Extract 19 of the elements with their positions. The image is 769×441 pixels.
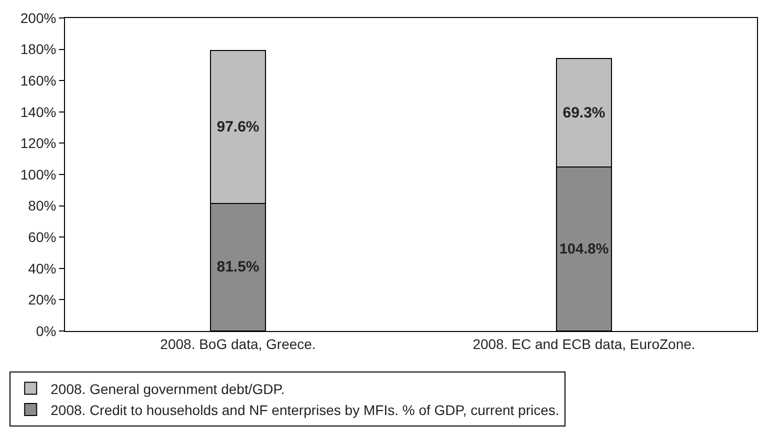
legend-label: 2008. Credit to households and NF enterprises by MFIs. % of GDP, current prices. xyxy=(50,402,560,418)
y-tick-label: 20% xyxy=(28,292,56,308)
data-label: 69.3% xyxy=(562,104,606,122)
data-label: 97.6% xyxy=(216,118,260,136)
data-label: 81.5% xyxy=(216,258,260,276)
y-tick-label: 40% xyxy=(28,260,56,276)
x-tick-label: 2008. BoG data, Greece. xyxy=(160,336,316,352)
y-tick-label: 0% xyxy=(36,322,56,339)
y-tick-label: 60% xyxy=(28,229,56,245)
y-tick-label: 200% xyxy=(20,10,56,26)
data-label: 104.8% xyxy=(559,241,609,258)
y-tick-label: 160% xyxy=(20,72,56,88)
legend-label: 2008. General government debt/GDP. xyxy=(50,380,285,397)
y-tick-label: 180% xyxy=(20,41,56,58)
y-tick-label: 120% xyxy=(20,135,56,152)
y-tick-label: 80% xyxy=(28,198,56,214)
x-tick-label: 2008. EC and ECB data, EuroZone. xyxy=(472,336,696,352)
y-tick-label: 100% xyxy=(20,166,56,182)
y-tick-label: 140% xyxy=(20,104,56,120)
